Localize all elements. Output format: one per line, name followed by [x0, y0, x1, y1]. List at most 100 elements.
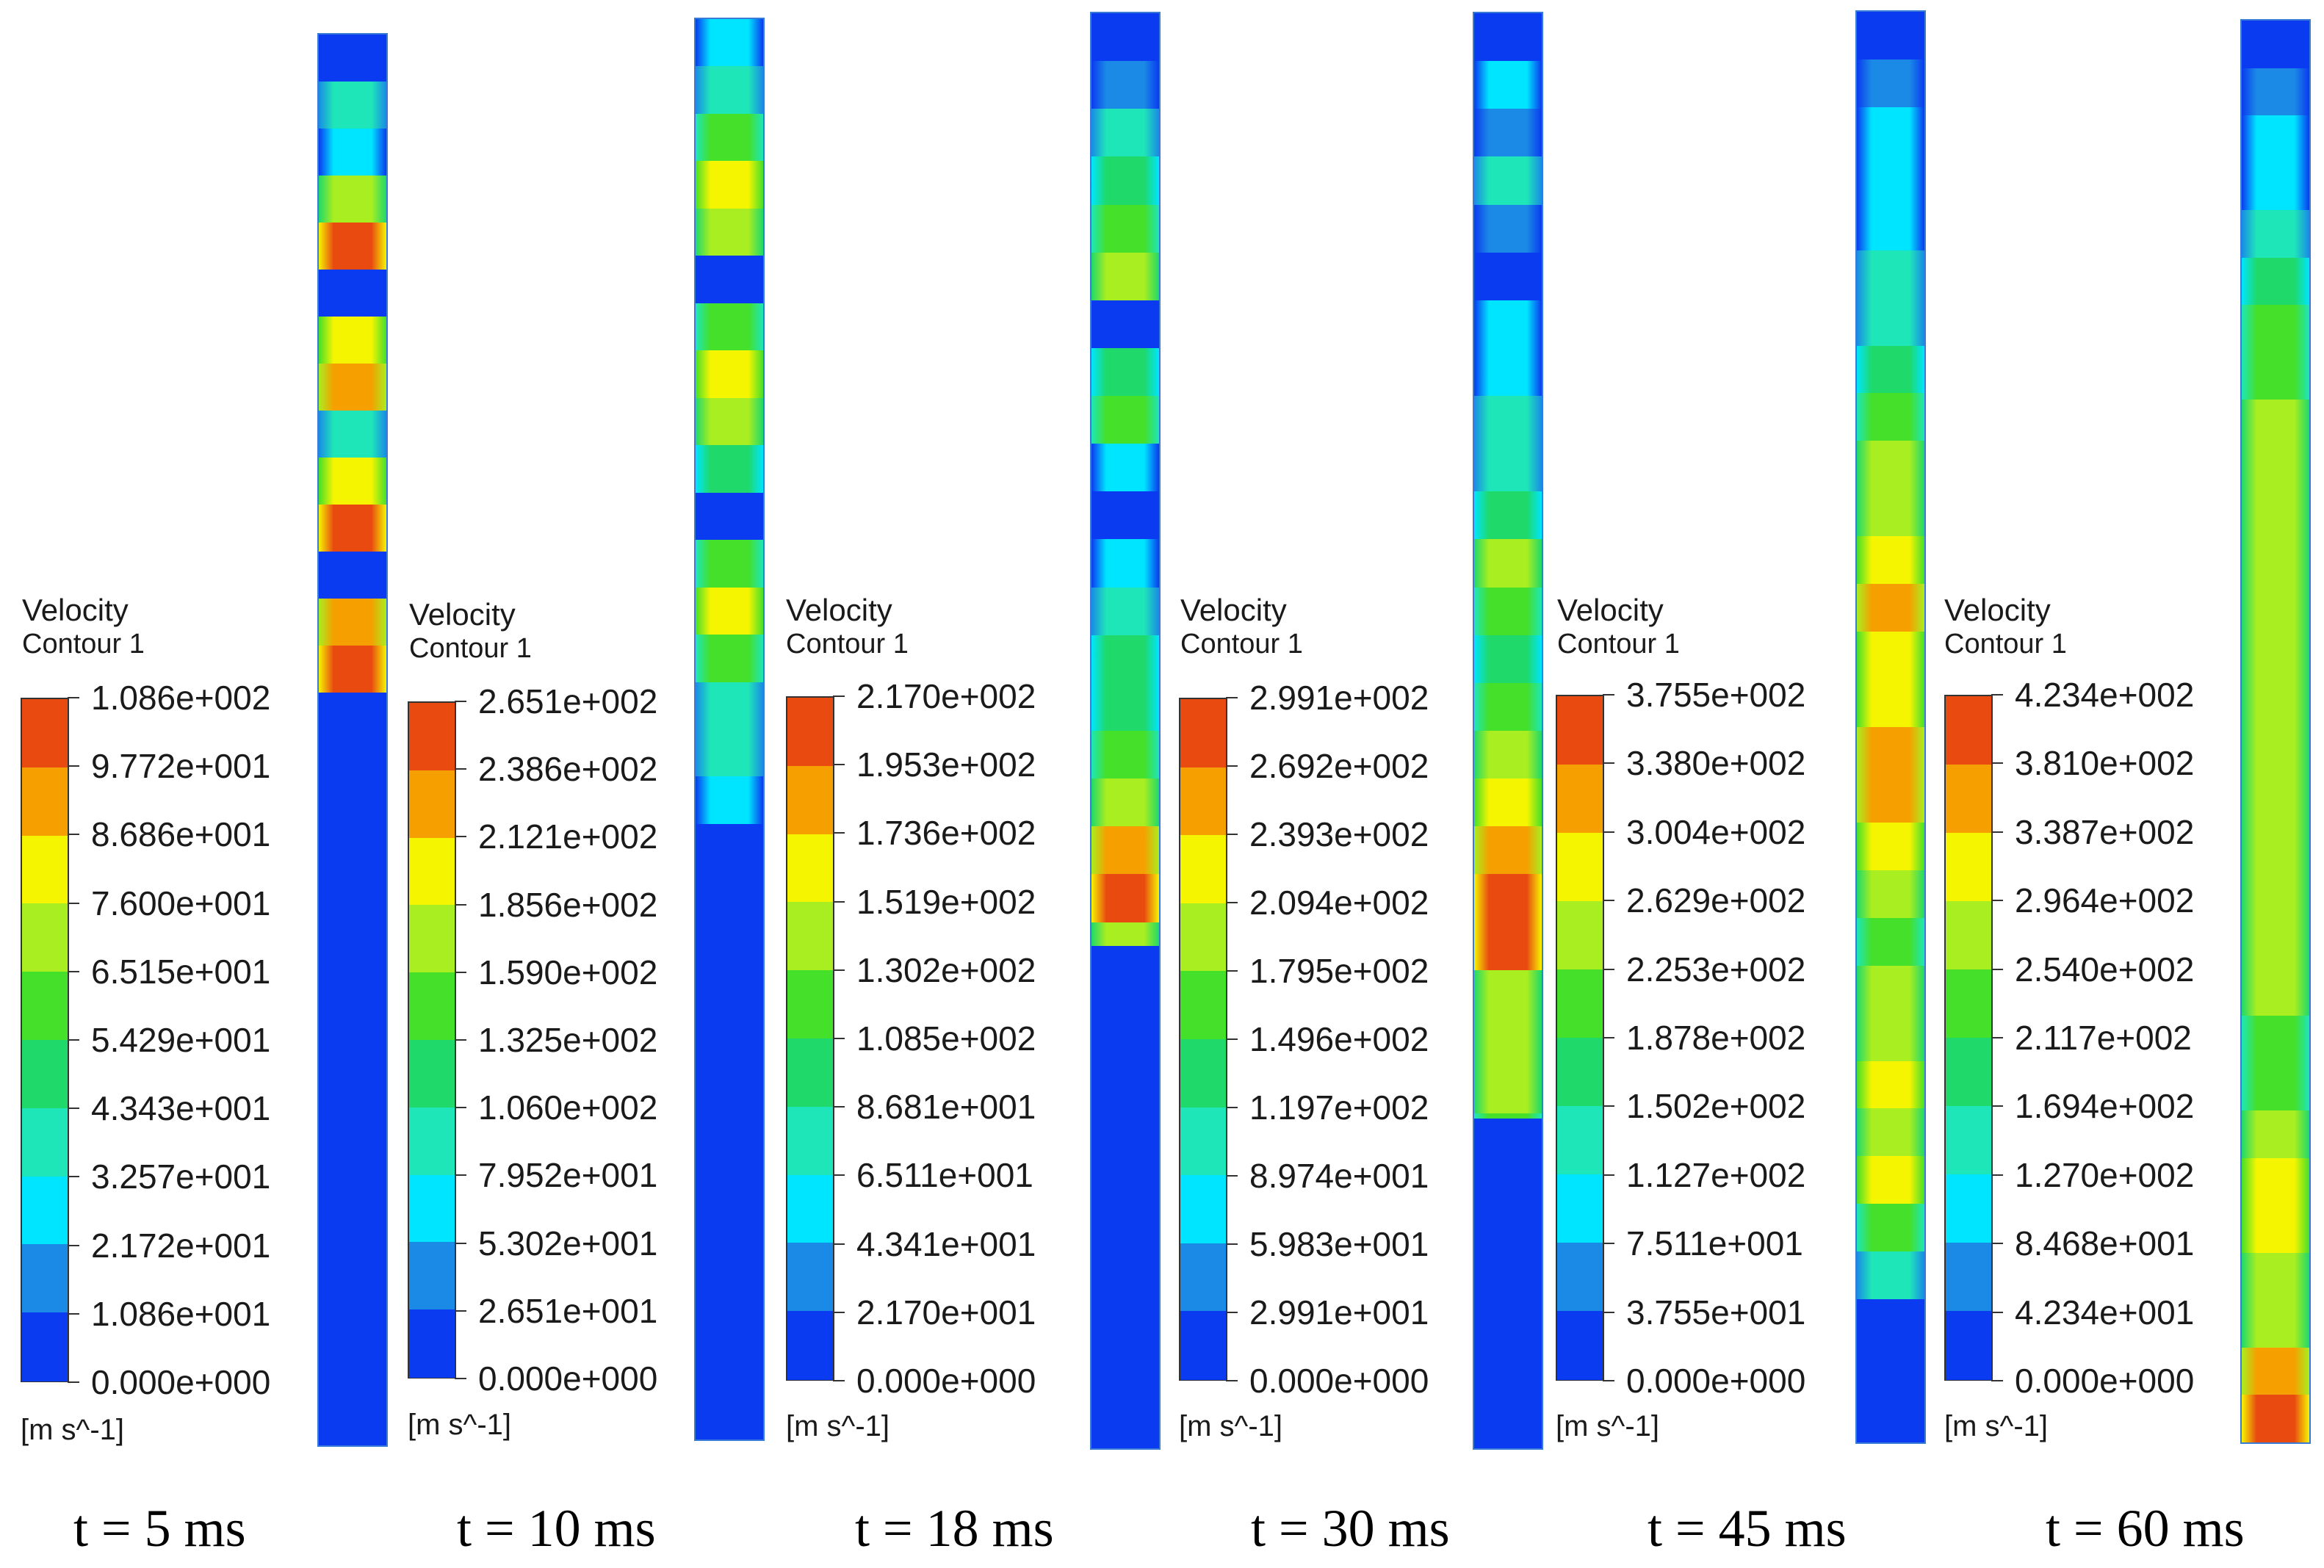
contour-band — [319, 223, 386, 271]
contour-band — [2242, 1395, 2309, 1442]
contour-band — [1474, 156, 1542, 206]
color-bar-tick — [1991, 1174, 2003, 1176]
tick-label: 0.000e+000 — [91, 1363, 271, 1401]
color-bar-tick — [68, 1312, 79, 1315]
color-bar-tick — [455, 1107, 466, 1109]
color-bar-tick — [455, 1174, 466, 1177]
color-bar-band — [787, 698, 833, 767]
tick-label: 7.511e+001 — [1626, 1224, 1803, 1263]
contour-band — [1091, 156, 1159, 206]
color-bar-band — [787, 1106, 833, 1176]
contour-band — [319, 505, 386, 553]
contour-band — [2242, 636, 2309, 685]
contour-band — [2242, 589, 2309, 637]
time-label: t = 45 ms — [1648, 1499, 1847, 1558]
color-bar — [786, 696, 834, 1381]
contour-band — [1091, 444, 1159, 493]
contour-band — [319, 552, 386, 600]
color-bar-tick — [833, 1311, 845, 1313]
contour-band — [319, 693, 386, 741]
unit-label: [m s^-1] — [408, 1409, 511, 1441]
color-bar-tick — [833, 764, 845, 766]
color-bar-band — [1557, 1106, 1603, 1175]
color-bar-band — [787, 1174, 833, 1244]
color-bar-tick — [68, 765, 79, 767]
color-bar-tick — [1603, 831, 1614, 833]
time-label: t = 18 ms — [855, 1499, 1054, 1558]
color-bar-band — [1557, 969, 1603, 1038]
contour-band — [1474, 874, 1542, 923]
unit-label: [m s^-1] — [1179, 1410, 1282, 1442]
tick-label: 2.629e+002 — [1626, 881, 1806, 920]
tick-label: 2.170e+001 — [856, 1293, 1036, 1332]
color-bar-tick — [1226, 1380, 1238, 1381]
contour-band — [1091, 300, 1159, 349]
contour-band — [696, 256, 763, 304]
color-bar-tick — [1991, 900, 2003, 902]
color-bar-band — [1180, 1107, 1226, 1177]
contour-band — [1857, 870, 1924, 919]
contour-band — [696, 208, 763, 257]
tick-label: 6.515e+001 — [91, 952, 271, 991]
color-bar-tick — [68, 1108, 79, 1110]
color-bar-band — [22, 1312, 68, 1381]
contour-band — [1474, 826, 1542, 875]
contour-band — [1474, 61, 1542, 110]
color-bar-tick — [1226, 697, 1238, 698]
color-bar-band — [1946, 1311, 1991, 1380]
contour-band — [1091, 347, 1159, 397]
panel-t18: Velocity Contour 1 [m s^-1] t = 18 ms 2.… — [774, 0, 1161, 1568]
tick-label: 1.590e+002 — [478, 953, 658, 991]
contour-band — [1091, 109, 1159, 158]
contour-band — [1857, 345, 1924, 394]
contour-band — [1857, 1251, 1924, 1301]
tick-label: 1.736e+002 — [856, 814, 1036, 853]
contour-band — [1857, 584, 1924, 633]
tick-label: 2.991e+002 — [1249, 679, 1429, 717]
color-bar-band — [22, 835, 68, 905]
color-bar-tick — [68, 970, 79, 972]
color-bar-band — [1180, 1243, 1226, 1312]
color-bar-tick — [833, 969, 845, 971]
contour-band — [1857, 1156, 1924, 1205]
contour-band — [1857, 774, 1924, 823]
panel-t60: Velocity Contour 1 [m s^-1] t = 60 ms 4.… — [1935, 0, 2323, 1568]
contour-band — [2242, 1347, 2309, 1396]
tick-label: 1.795e+002 — [1249, 952, 1429, 990]
contour-band — [1091, 874, 1159, 923]
unit-label: [m s^-1] — [786, 1410, 889, 1442]
contour-band — [696, 729, 763, 778]
contour-band — [1474, 778, 1542, 828]
color-bar-band — [1180, 971, 1226, 1040]
color-bar-band — [409, 703, 455, 771]
contour-band — [1091, 204, 1159, 253]
color-bar-tick — [1226, 1243, 1238, 1245]
legend-title-line1: Velocity — [1180, 593, 1287, 627]
tick-label: 2.121e+002 — [478, 817, 658, 856]
contour-band — [1091, 826, 1159, 875]
contour-band — [696, 682, 763, 730]
contour-band — [2242, 21, 2309, 69]
tick-label: 6.511e+001 — [856, 1156, 1033, 1195]
color-bar-tick — [455, 903, 466, 906]
color-bar-tick — [1226, 765, 1238, 767]
tick-label: 2.692e+002 — [1249, 747, 1429, 785]
color-bar — [21, 698, 69, 1382]
contour-band — [2242, 257, 2309, 306]
contour-band — [2242, 1016, 2309, 1064]
legend-title-line2: Contour 1 — [1944, 629, 2067, 660]
contour-band — [1857, 1061, 1924, 1110]
contour-band — [1091, 61, 1159, 110]
tick-label: 8.686e+001 — [91, 815, 271, 854]
color-bar-band — [22, 903, 68, 973]
legend-title-line1: Velocity — [1944, 593, 2051, 627]
contour-band — [1857, 965, 1924, 1014]
color-bar-tick — [833, 1038, 845, 1039]
contour-band — [319, 458, 386, 506]
contour-band — [2242, 305, 2309, 353]
contour-band — [1091, 731, 1159, 780]
tick-label: 3.004e+002 — [1626, 812, 1806, 851]
contour-band — [1857, 250, 1924, 299]
color-bar-tick — [455, 1039, 466, 1041]
tick-label: 1.086e+001 — [91, 1294, 271, 1333]
